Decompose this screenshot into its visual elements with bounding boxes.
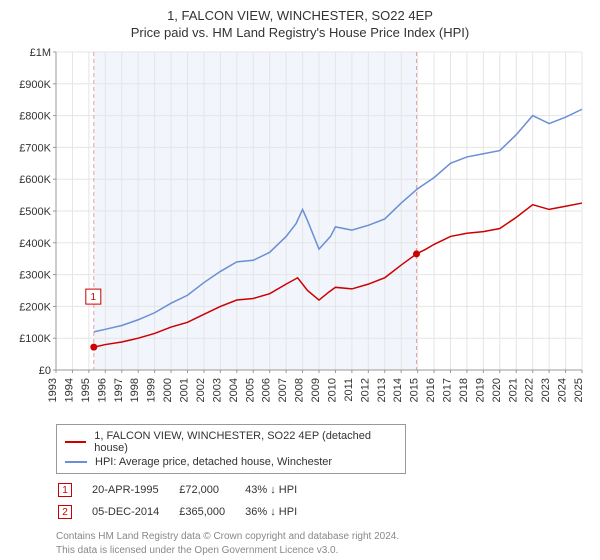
svg-text:2001: 2001 bbox=[179, 378, 191, 402]
svg-text:2017: 2017 bbox=[442, 378, 454, 402]
svg-text:2006: 2006 bbox=[261, 378, 273, 402]
marker-date: 05-DEC-2014 bbox=[92, 502, 177, 522]
chart-title: 1, FALCON VIEW, WINCHESTER, SO22 4EP bbox=[10, 8, 590, 23]
svg-text:£200K: £200K bbox=[19, 301, 51, 313]
svg-text:£400K: £400K bbox=[19, 238, 51, 250]
svg-text:2009: 2009 bbox=[310, 378, 322, 402]
svg-text:2016: 2016 bbox=[425, 378, 437, 402]
svg-text:2025: 2025 bbox=[573, 378, 585, 402]
svg-text:2004: 2004 bbox=[228, 378, 240, 402]
legend-swatch-2 bbox=[65, 461, 87, 463]
svg-text:£1M: £1M bbox=[30, 48, 51, 59]
svg-text:2007: 2007 bbox=[277, 378, 289, 402]
svg-text:1994: 1994 bbox=[63, 378, 75, 402]
marker-row: 2 05-DEC-2014 £365,000 36% ↓ HPI bbox=[58, 502, 315, 522]
svg-text:2010: 2010 bbox=[326, 378, 338, 402]
marker-date: 20-APR-1995 bbox=[92, 480, 177, 500]
svg-text:1998: 1998 bbox=[129, 378, 141, 402]
svg-text:2024: 2024 bbox=[557, 378, 569, 402]
svg-text:£800K: £800K bbox=[19, 111, 51, 123]
marker-delta: 36% ↓ HPI bbox=[245, 502, 315, 522]
svg-text:2021: 2021 bbox=[507, 378, 519, 402]
svg-text:1997: 1997 bbox=[113, 378, 125, 402]
svg-text:2018: 2018 bbox=[458, 378, 470, 402]
marker-price: £72,000 bbox=[179, 480, 243, 500]
svg-text:£600K: £600K bbox=[19, 174, 51, 186]
svg-text:2002: 2002 bbox=[195, 378, 207, 402]
footer-attribution: Contains HM Land Registry data © Crown c… bbox=[56, 530, 590, 557]
svg-text:2023: 2023 bbox=[540, 378, 552, 402]
svg-text:2019: 2019 bbox=[474, 378, 486, 402]
svg-text:£0: £0 bbox=[39, 365, 51, 377]
svg-text:2005: 2005 bbox=[244, 378, 256, 402]
svg-text:1993: 1993 bbox=[47, 378, 59, 402]
svg-text:2000: 2000 bbox=[162, 378, 174, 402]
svg-text:2020: 2020 bbox=[491, 378, 503, 402]
svg-text:£100K: £100K bbox=[19, 333, 51, 345]
svg-text:2014: 2014 bbox=[392, 378, 404, 402]
marker-row: 1 20-APR-1995 £72,000 43% ↓ HPI bbox=[58, 480, 315, 500]
svg-text:£300K: £300K bbox=[19, 270, 51, 282]
svg-text:1999: 1999 bbox=[146, 378, 158, 402]
legend-label-1: 1, FALCON VIEW, WINCHESTER, SO22 4EP (de… bbox=[94, 430, 397, 454]
marker-badge-2: 2 bbox=[58, 505, 72, 519]
svg-text:2012: 2012 bbox=[359, 378, 371, 402]
marker-delta: 43% ↓ HPI bbox=[245, 480, 315, 500]
chart-subtitle: Price paid vs. HM Land Registry's House … bbox=[10, 25, 590, 40]
marker-badge-1: 1 bbox=[58, 483, 72, 497]
svg-text:1: 1 bbox=[91, 292, 97, 303]
svg-text:1995: 1995 bbox=[80, 378, 92, 402]
chart-area: £0 £100K £200K £300K £400K £500K £600K £700K £80… bbox=[10, 48, 590, 418]
svg-text:£500K: £500K bbox=[19, 206, 51, 218]
svg-text:2008: 2008 bbox=[294, 378, 306, 402]
svg-text:1996: 1996 bbox=[96, 378, 108, 402]
svg-text:2011: 2011 bbox=[343, 378, 355, 402]
legend-label-2: HPI: Average price, detached house, Winc… bbox=[95, 456, 332, 468]
svg-text:£700K: £700K bbox=[19, 142, 51, 154]
svg-text:£900K: £900K bbox=[19, 79, 51, 91]
svg-text:2013: 2013 bbox=[376, 378, 388, 402]
marker-price: £365,000 bbox=[179, 502, 243, 522]
legend-swatch-1 bbox=[65, 441, 86, 443]
svg-text:2022: 2022 bbox=[524, 378, 536, 402]
svg-text:2015: 2015 bbox=[409, 378, 421, 402]
legend: 1, FALCON VIEW, WINCHESTER, SO22 4EP (de… bbox=[56, 424, 406, 474]
markers-table: 1 20-APR-1995 £72,000 43% ↓ HPI 2 05-DEC… bbox=[56, 478, 317, 524]
svg-text:2003: 2003 bbox=[211, 378, 223, 402]
